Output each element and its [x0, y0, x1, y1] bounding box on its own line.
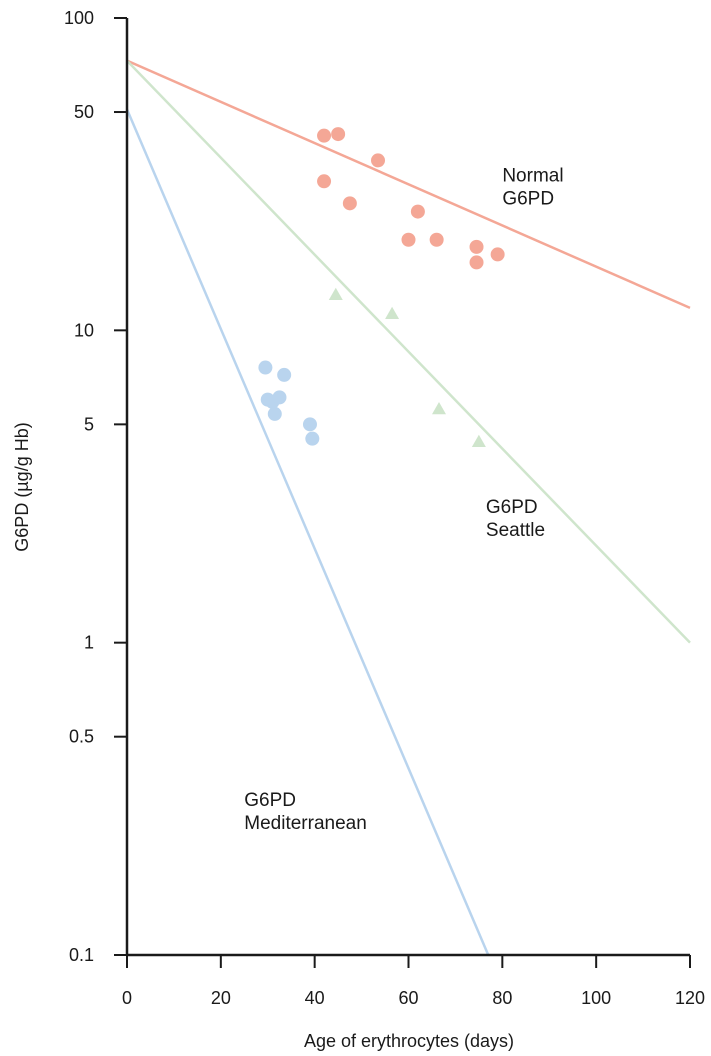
normal-g6pd-point	[317, 174, 332, 189]
normal-g6pd-point	[469, 255, 484, 270]
normal-g6pd-point	[410, 204, 425, 219]
normal-g6pd-point	[331, 127, 346, 142]
x-tick-label: 60	[398, 988, 418, 1008]
data-markers	[258, 127, 505, 447]
y-tick-label: 10	[74, 320, 94, 340]
normal-g6pd-point	[469, 239, 484, 254]
g6pd-seattle-fit-line	[126, 59, 691, 644]
x-tick-label: 20	[211, 988, 231, 1008]
axes: 0.1 0.5 1 5 10 50 100 0 20 40 60 80 100 120	[64, 8, 705, 1008]
normal-g6pd-label: Normal G6PD	[502, 165, 563, 209]
g6pd-mediterranean-point	[272, 390, 287, 405]
normal-g6pd-point	[429, 232, 444, 247]
y-tick-label: 0.1	[69, 945, 94, 965]
g6pd-mediterranean-point	[305, 431, 320, 446]
x-axis-title: Age of erythrocytes (days)	[304, 1031, 514, 1051]
g6pd-mediterranean-point	[277, 367, 292, 382]
x-tick-label: 40	[305, 988, 325, 1008]
g6pd-mediterranean-fit-line	[125, 108, 490, 956]
g6pd-seattle-point	[385, 306, 400, 320]
normal-g6pd-point	[317, 128, 332, 143]
x-tick-label: 80	[492, 988, 512, 1008]
normal-g6pd-point	[342, 196, 357, 211]
y-tick-label: 0.5	[69, 727, 94, 747]
y-tick-label: 1	[84, 633, 94, 653]
normal-g6pd-fit-line	[126, 59, 691, 310]
series-labels: Normal G6PD G6PD Seattle G6PD Mediterranean	[244, 165, 563, 834]
y-tick-label: 5	[84, 414, 94, 434]
x-tick-label: 100	[581, 988, 611, 1008]
g6pd-seattle-point	[431, 401, 446, 415]
g6pd-mediterranean-point	[267, 406, 282, 421]
g6pd-mediterranean-label: G6PD Mediterranean	[244, 790, 367, 834]
x-tick-label: 120	[675, 988, 705, 1008]
y-tick-label: 50	[74, 102, 94, 122]
y-ticks: 0.1 0.5 1 5 10 50 100	[64, 8, 127, 965]
normal-g6pd-point	[371, 153, 386, 168]
g6pd-seattle-point	[471, 434, 486, 447]
fit-lines	[125, 59, 691, 956]
g6pd-seattle-point	[328, 287, 343, 300]
normal-g6pd-point	[490, 247, 505, 262]
g6pd-mediterranean-point	[258, 360, 273, 375]
normal-g6pd-point	[401, 232, 416, 247]
g6pd-seattle-label: G6PD Seattle	[486, 497, 545, 541]
g6pd-mediterranean-point	[302, 417, 317, 432]
x-ticks: 0 20 40 60 80 100 120	[122, 955, 705, 1008]
y-tick-label: 100	[64, 8, 94, 28]
x-tick-label: 0	[122, 988, 132, 1008]
y-axis-title: G6PD (µg/g Hb)	[12, 422, 32, 551]
